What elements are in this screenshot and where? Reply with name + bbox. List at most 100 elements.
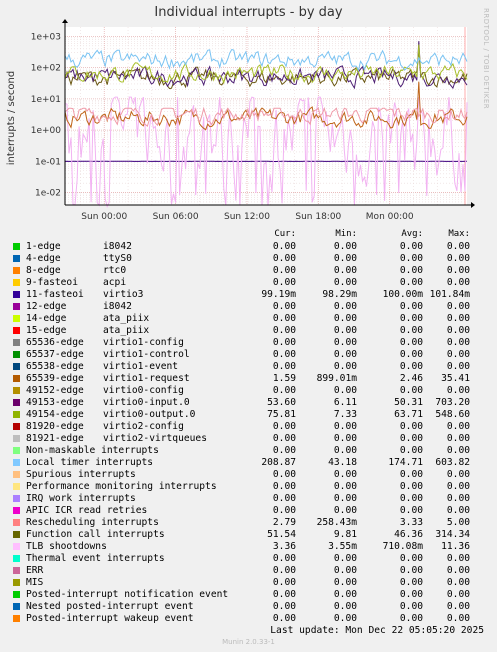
legend-min: 0.00 <box>333 349 357 360</box>
legend-name: 49154-edge <box>26 409 84 420</box>
series-line <box>64 106 468 127</box>
legend-name: Nested posted-interrupt event <box>26 601 194 612</box>
legend-swatch <box>13 615 20 622</box>
legend-min: 98.29m <box>322 289 357 300</box>
series-line <box>64 41 468 90</box>
legend-name: 81921-edge <box>26 433 84 444</box>
legend-avg: 0.00 <box>399 313 423 324</box>
legend-row: 1-edge i8042 0.00 0.00 0.00 0.00 <box>0 241 497 253</box>
legend-min: 0.00 <box>333 481 357 492</box>
legend-avg: 3.33 <box>399 517 423 528</box>
legend-swatch <box>13 423 20 430</box>
legend-avg: 0.00 <box>399 385 423 396</box>
legend-max: 0.00 <box>446 325 470 336</box>
munin-version: Munin 2.0.33-1 <box>222 638 275 646</box>
legend-cur: 0.00 <box>272 601 296 612</box>
legend-max: 0.00 <box>446 361 470 372</box>
legend-min: 0.00 <box>333 265 357 276</box>
legend-cur: 0.00 <box>272 493 296 504</box>
legend-name: 49153-edge <box>26 397 84 408</box>
legend-avg: 0.00 <box>399 469 423 480</box>
series-line <box>64 44 468 85</box>
legend-min: 0.00 <box>333 613 357 624</box>
legend-cur: 0.00 <box>272 253 296 264</box>
legend-cur: 1.59 <box>272 373 296 384</box>
legend-swatch <box>13 447 20 454</box>
legend-swatch <box>13 279 20 286</box>
series-line <box>64 81 468 131</box>
legend-avg: 0.00 <box>399 577 423 588</box>
legend-row: APIC ICR read retries 0.00 0.00 0.00 0.00 <box>0 505 497 517</box>
legend-max: 0.00 <box>446 445 470 456</box>
legend-device: acpi <box>103 277 127 288</box>
legend-device: virtio0-input.0 <box>103 397 190 408</box>
legend-cur: 208.87 <box>261 457 296 468</box>
legend-name: Spurious interrupts <box>26 469 136 480</box>
legend-avg: 0.00 <box>399 481 423 492</box>
legend-min: 0.00 <box>333 553 357 564</box>
legend-swatch <box>13 507 20 514</box>
legend-row: Performance monitoring interrupts 0.00 0.0… <box>0 481 497 493</box>
legend-avg: 0.00 <box>399 589 423 600</box>
legend-swatch <box>13 339 20 346</box>
legend-avg: 710.08m <box>382 541 423 552</box>
legend-name: ERR <box>26 565 44 576</box>
legend-row: 65537-edge virtio1-control 0.00 0.00 0.00 0.0… <box>0 349 497 361</box>
legend-row: Function call interrupts 51.54 9.81 46.36 31… <box>0 529 497 541</box>
legend-swatch <box>13 303 20 310</box>
legend-min: 0.00 <box>333 505 357 516</box>
legend-avg: 100.00m <box>382 289 423 300</box>
legend-row: 81921-edge virtio2-virtqueues 0.00 0.00 0.00… <box>0 433 497 445</box>
legend-cur: 0.00 <box>272 577 296 588</box>
legend-avg: 0.00 <box>399 553 423 564</box>
legend-max: 0.00 <box>446 421 470 432</box>
legend-name: Local timer interrupts <box>26 457 154 468</box>
x-tick-label: Mon 00:00 <box>366 212 414 222</box>
legend-avg: 0.00 <box>399 493 423 504</box>
legend-swatch <box>13 351 20 358</box>
legend-avg: 0.00 <box>399 613 423 624</box>
legend: 1-edge i8042 0.00 0.00 0.00 0.00 4-edge ttyS0 0.… <box>0 241 497 625</box>
legend-max: 0.00 <box>446 265 470 276</box>
legend-max: 35.41 <box>441 373 470 384</box>
legend-max: 101.84m <box>429 289 470 300</box>
legend-row: Thermal event interrupts 0.00 0.00 0.00 0.00 <box>0 553 497 565</box>
legend-min: 0.00 <box>333 589 357 600</box>
legend-avg: 0.00 <box>399 445 423 456</box>
legend-avg: 0.00 <box>399 277 423 288</box>
legend-cur: 0.00 <box>272 349 296 360</box>
legend-cur: 0.00 <box>272 433 296 444</box>
y-tick-label: 1e+00 <box>31 126 62 136</box>
legend-max: 703.20 <box>435 397 470 408</box>
legend-device: virtio1-config <box>103 337 184 348</box>
legend-row: Local timer interrupts 208.87 43.18 174.71 6… <box>0 457 497 469</box>
x-tick-label: Sun 18:00 <box>295 212 341 222</box>
legend-device: virtio1-event <box>103 361 179 372</box>
legend-cur: 0.00 <box>272 385 296 396</box>
legend-name: 9-fasteoi <box>26 277 78 288</box>
legend-avg: 0.00 <box>399 325 423 336</box>
legend-device: virtio3 <box>103 289 144 300</box>
legend-row: 65536-edge virtio1-config 0.00 0.00 0.00 0.00 <box>0 337 497 349</box>
legend-name: 14-edge <box>26 313 67 324</box>
y-tick-label: 1e+02 <box>31 64 61 74</box>
legend-name: 65539-edge <box>26 373 84 384</box>
legend-row: Posted-interrupt wakeup event 0.00 0.00 0.0… <box>0 613 497 625</box>
legend-swatch <box>13 603 20 610</box>
legend-cur: 2.79 <box>272 517 296 528</box>
legend-row: Nested posted-interrupt event 0.00 0.00 0.0… <box>0 601 497 613</box>
header-max: Max: <box>448 229 470 239</box>
legend-swatch <box>13 375 20 382</box>
legend-min: 0.00 <box>333 277 357 288</box>
legend-cur: 99.19m <box>261 289 296 300</box>
legend-max: 603.82 <box>435 457 470 468</box>
legend-avg: 0.00 <box>399 349 423 360</box>
legend-min: 0.00 <box>333 445 357 456</box>
x-tick-label: Sun 06:00 <box>153 212 199 222</box>
legend-swatch <box>13 471 20 478</box>
legend-avg: 0.00 <box>399 601 423 612</box>
legend-min: 0.00 <box>333 337 357 348</box>
legend-swatch <box>13 399 20 406</box>
y-axis-label: interrupts / second <box>6 71 17 165</box>
legend-row: 65539-edge virtio1-request 1.59 899.01m 2.46… <box>0 373 497 385</box>
